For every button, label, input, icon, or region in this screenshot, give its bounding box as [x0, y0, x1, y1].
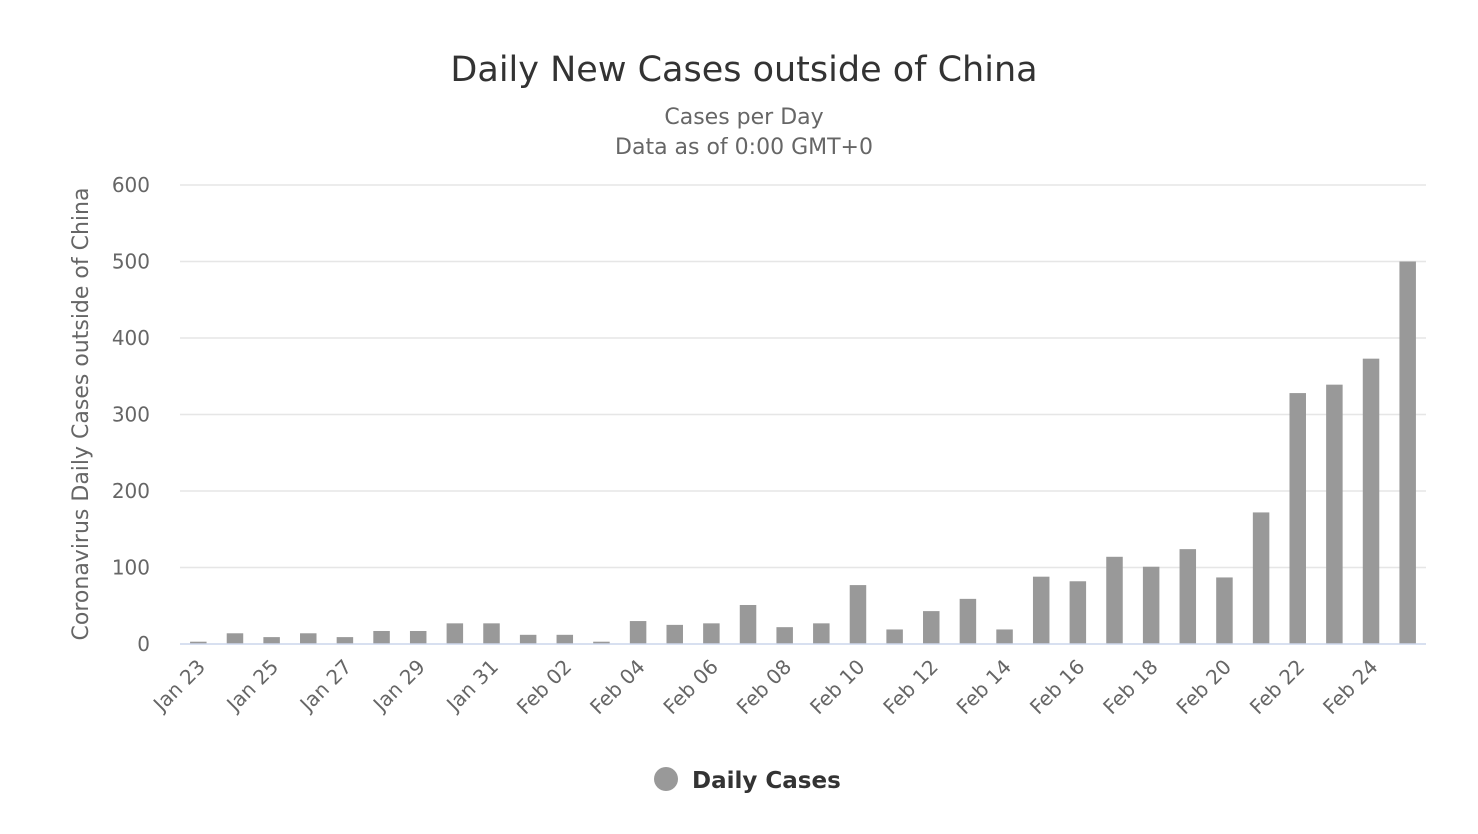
- x-tick-label: Jan 27: [294, 655, 357, 718]
- y-axis-ticks: 0 100 200 300 400 500 600: [112, 173, 150, 656]
- bar-feb-18[interactable]: [1142, 566, 1160, 644]
- bar-feb-03[interactable]: [593, 641, 610, 644]
- bar-feb-14[interactable]: [996, 629, 1013, 644]
- bars: [190, 261, 1416, 645]
- bar-jan-24[interactable]: [226, 633, 244, 644]
- x-tick-label: Feb 04: [585, 655, 650, 720]
- bar-feb-04[interactable]: [629, 621, 647, 644]
- bar-jan-30[interactable]: [446, 623, 464, 644]
- gridlines: [180, 184, 1426, 569]
- x-tick-label: Feb 10: [805, 655, 870, 720]
- x-tick-label: Feb 08: [732, 655, 797, 720]
- bar-jan-29[interactable]: [409, 630, 427, 644]
- y-tick-label: 500: [112, 250, 150, 274]
- bar-feb-02[interactable]: [556, 634, 574, 644]
- bar-feb-21[interactable]: [1252, 512, 1270, 644]
- chart-title: Daily New Cases outside of China: [450, 50, 1037, 90]
- x-tick-label: Feb 14: [952, 655, 1017, 720]
- x-tick-label: Feb 02: [512, 655, 577, 720]
- legend[interactable]: Daily Cases: [654, 767, 841, 794]
- bar-feb-22[interactable]: [1289, 393, 1306, 644]
- bar-jan-26[interactable]: [300, 633, 317, 644]
- y-tick-label: 0: [137, 632, 150, 656]
- x-tick-label: Feb 24: [1318, 655, 1383, 720]
- x-tick-label: Feb 18: [1098, 655, 1163, 720]
- x-tick-label: Feb 16: [1025, 655, 1090, 720]
- x-tick-label: Feb 20: [1171, 655, 1236, 720]
- x-tick-label: Jan 31: [440, 655, 503, 718]
- x-tick-label: Feb 06: [658, 655, 723, 720]
- x-axis-ticks: Jan 23 Jan 25 Jan 27 Jan 29 Jan 31 Feb 02 Feb …: [147, 655, 1382, 720]
- bar-feb-12[interactable]: [923, 611, 940, 644]
- bar-feb-20[interactable]: [1216, 577, 1233, 644]
- bar-feb-17[interactable]: [1106, 556, 1123, 644]
- y-tick-label: 600: [112, 173, 150, 197]
- y-tick-label: 400: [112, 326, 150, 350]
- bar-feb-25[interactable]: [1399, 261, 1416, 645]
- bar-feb-23[interactable]: [1326, 384, 1343, 644]
- bar-jan-31[interactable]: [483, 623, 500, 644]
- bar-jan-27[interactable]: [336, 637, 354, 644]
- chart-subtitle-line-2: Data as of 0:00 GMT+0: [615, 135, 873, 160]
- bar-feb-09[interactable]: [813, 623, 830, 644]
- bar-feb-07[interactable]: [739, 604, 757, 644]
- bar-jan-25[interactable]: [263, 637, 280, 644]
- bar-jan-23[interactable]: [190, 641, 207, 644]
- bar-feb-05[interactable]: [666, 624, 683, 644]
- legend-label[interactable]: Daily Cases: [692, 768, 841, 794]
- x-tick-label: Feb 22: [1245, 655, 1310, 720]
- bar-feb-13[interactable]: [959, 598, 977, 644]
- y-tick-label: 300: [112, 403, 150, 427]
- bar-feb-10[interactable]: [849, 585, 867, 644]
- y-axis-title: Coronavirus Daily Cases outside of China: [69, 188, 94, 641]
- bar-feb-08[interactable]: [776, 627, 793, 644]
- legend-marker-icon[interactable]: [654, 767, 678, 791]
- x-tick-label: Jan 25: [220, 655, 283, 718]
- bar-feb-06[interactable]: [703, 623, 720, 644]
- x-tick-label: Jan 29: [367, 655, 430, 718]
- bar-feb-19[interactable]: [1179, 549, 1197, 644]
- bar-feb-01[interactable]: [519, 634, 537, 644]
- chart-subtitle-line-1: Cases per Day: [664, 105, 823, 130]
- bar-feb-24[interactable]: [1362, 358, 1380, 644]
- bar-feb-16[interactable]: [1069, 581, 1087, 644]
- y-tick-label: 200: [112, 479, 150, 503]
- y-tick-label: 100: [112, 556, 150, 580]
- x-tick-label: Feb 12: [878, 655, 943, 720]
- x-tick-label: Jan 23: [147, 655, 210, 718]
- bar-feb-11[interactable]: [886, 629, 903, 644]
- bar-jan-28[interactable]: [373, 630, 390, 644]
- bar-feb-15[interactable]: [1032, 576, 1050, 644]
